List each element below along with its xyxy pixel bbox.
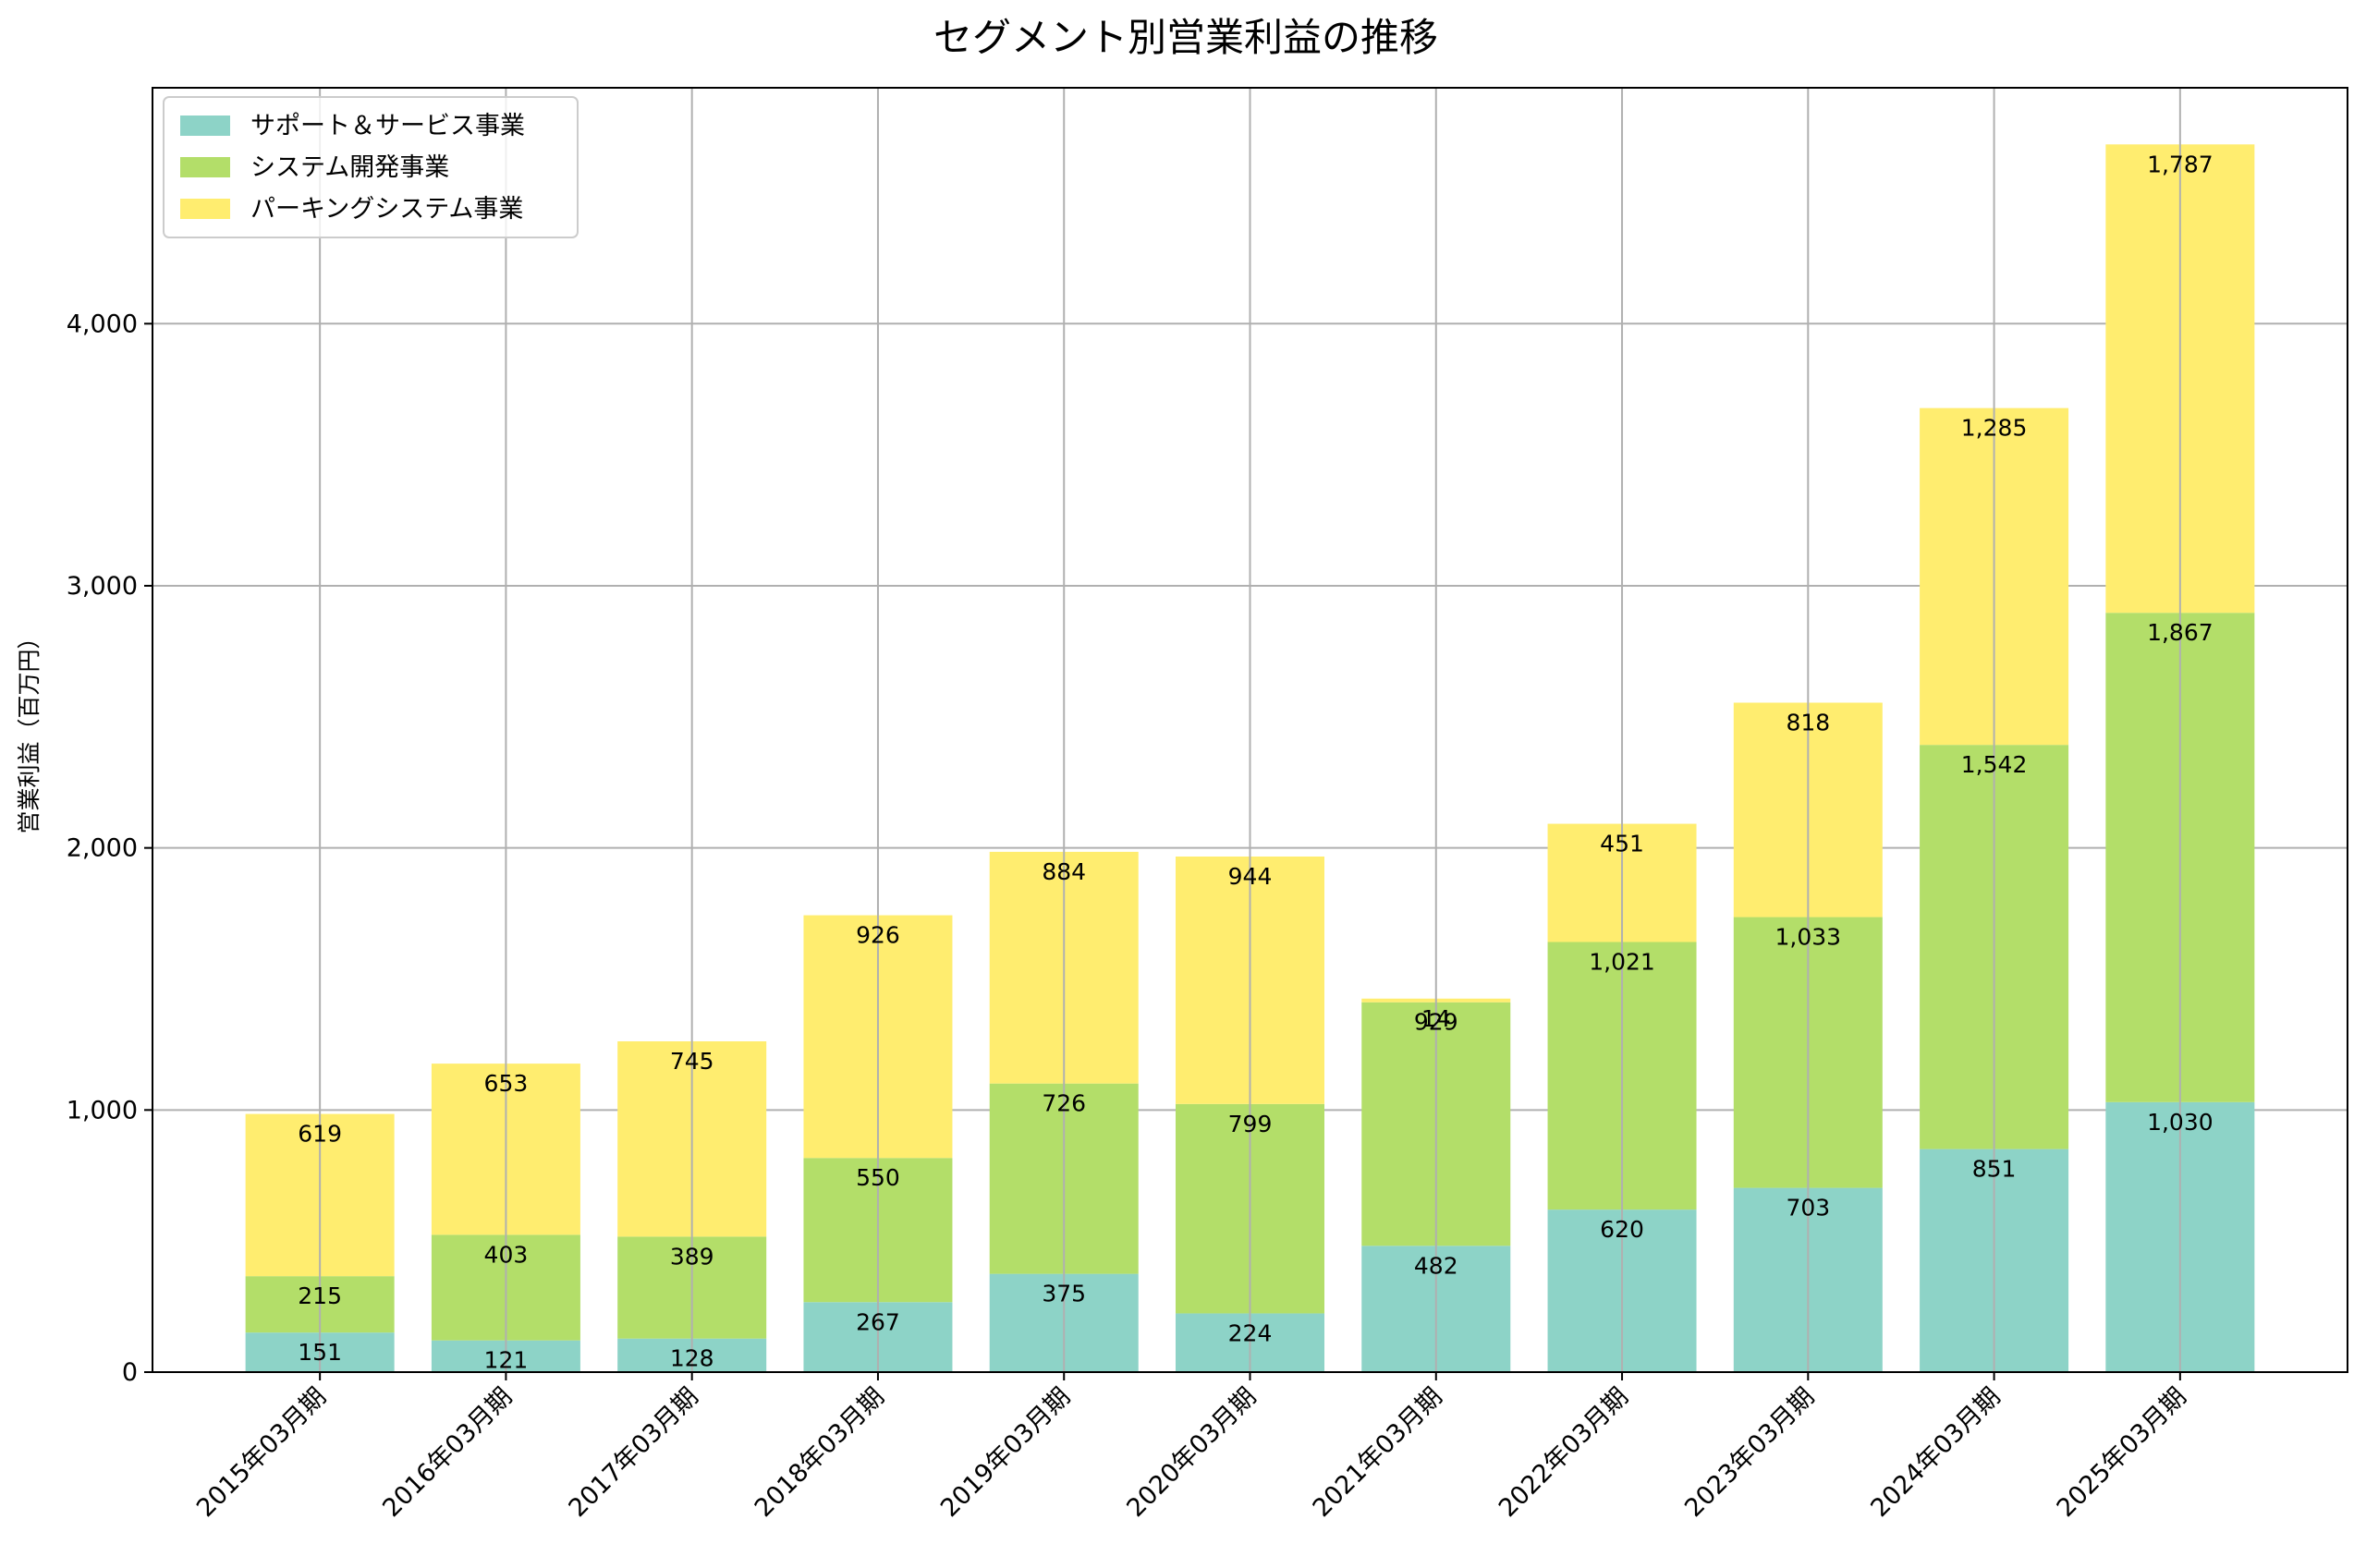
bar-value-label: 929	[1414, 1009, 1458, 1036]
y-tick-label: 4,000	[67, 310, 138, 338]
bar-value-label: 703	[1786, 1195, 1830, 1222]
legend-entry: パーキングシステム事業	[250, 195, 523, 224]
bar-value-label: 1,867	[2147, 619, 2214, 646]
bar-value-label: 550	[856, 1164, 900, 1191]
x-tick-label: 2020年03月期	[1121, 1382, 1262, 1523]
x-tick-label: 2025年03月期	[2052, 1382, 2192, 1523]
bar-value-label: 121	[484, 1347, 529, 1374]
bar-value-label: 818	[1786, 709, 1830, 735]
bar-value-labels: 151 215 619 121 403 653 128 389 745 267 550 926 375 7…	[298, 151, 2213, 1373]
bar-value-label: 884	[1042, 858, 1086, 885]
y-axis-label: 営業利益（百万円）	[16, 626, 43, 833]
legend-entry: サポート＆サービス事業	[250, 112, 525, 140]
x-tick-label: 2017年03月期	[564, 1382, 704, 1523]
y-tick-label: 0	[122, 1358, 138, 1387]
x-tick-label: 2022年03月期	[1494, 1382, 1634, 1523]
x-tick-label: 2024年03月期	[1865, 1382, 2006, 1523]
legend-swatch	[180, 199, 230, 219]
bar-value-label: 1,033	[1775, 924, 1842, 951]
bar-value-label: 653	[484, 1070, 529, 1097]
x-tick-label: 2015年03月期	[191, 1382, 332, 1523]
bar-value-label: 726	[1042, 1090, 1086, 1117]
bar-value-label: 267	[856, 1308, 900, 1335]
x-tick-label: 2018年03月期	[750, 1382, 890, 1523]
x-grid	[319, 88, 2181, 1372]
x-tick-label: 2021年03月期	[1308, 1382, 1448, 1523]
y-tick-label: 3,000	[67, 572, 138, 601]
legend-entry: システム開発事業	[250, 153, 449, 182]
bar-value-label: 215	[298, 1282, 342, 1309]
bar-value-label: 926	[856, 922, 900, 949]
bar-value-label: 620	[1600, 1216, 1644, 1243]
bar-value-label: 1,285	[1961, 415, 2028, 442]
bar-value-label: 851	[1972, 1156, 2017, 1183]
bar-value-label: 745	[670, 1048, 714, 1075]
bar-value-label: 128	[670, 1345, 714, 1372]
chart-title: セグメント別営業利益の推移	[933, 15, 1438, 60]
bar-value-label: 375	[1042, 1281, 1086, 1307]
bar-value-label: 451	[1600, 831, 1644, 857]
bar-value-label: 482	[1414, 1252, 1458, 1279]
legend-swatch	[180, 157, 230, 177]
bar-value-label: 1,787	[2147, 151, 2214, 177]
bar-value-label: 1,542	[1961, 751, 2028, 778]
bar-value-label: 151	[298, 1339, 342, 1366]
bar-value-label: 619	[298, 1121, 342, 1148]
bar-value-label: 1,021	[1589, 948, 1655, 975]
bar-value-label: 403	[484, 1241, 529, 1268]
x-tick-label: 2019年03月期	[935, 1382, 1076, 1523]
bar-value-label: 224	[1228, 1319, 1273, 1346]
bar-value-label: 799	[1228, 1111, 1273, 1137]
y-tick-label: 1,000	[67, 1096, 138, 1124]
x-tick-label: 2016年03月期	[377, 1382, 518, 1523]
bar-value-label: 1,030	[2147, 1109, 2214, 1136]
x-tick-label: 2023年03月期	[1679, 1382, 1820, 1523]
legend-swatch	[180, 115, 230, 136]
y-tick-label: 2,000	[67, 834, 138, 863]
bar-value-label: 14	[1421, 1005, 1451, 1032]
legend-box	[163, 96, 579, 238]
bar-value-label: 389	[670, 1243, 714, 1270]
bar-value-label: 944	[1228, 863, 1273, 890]
